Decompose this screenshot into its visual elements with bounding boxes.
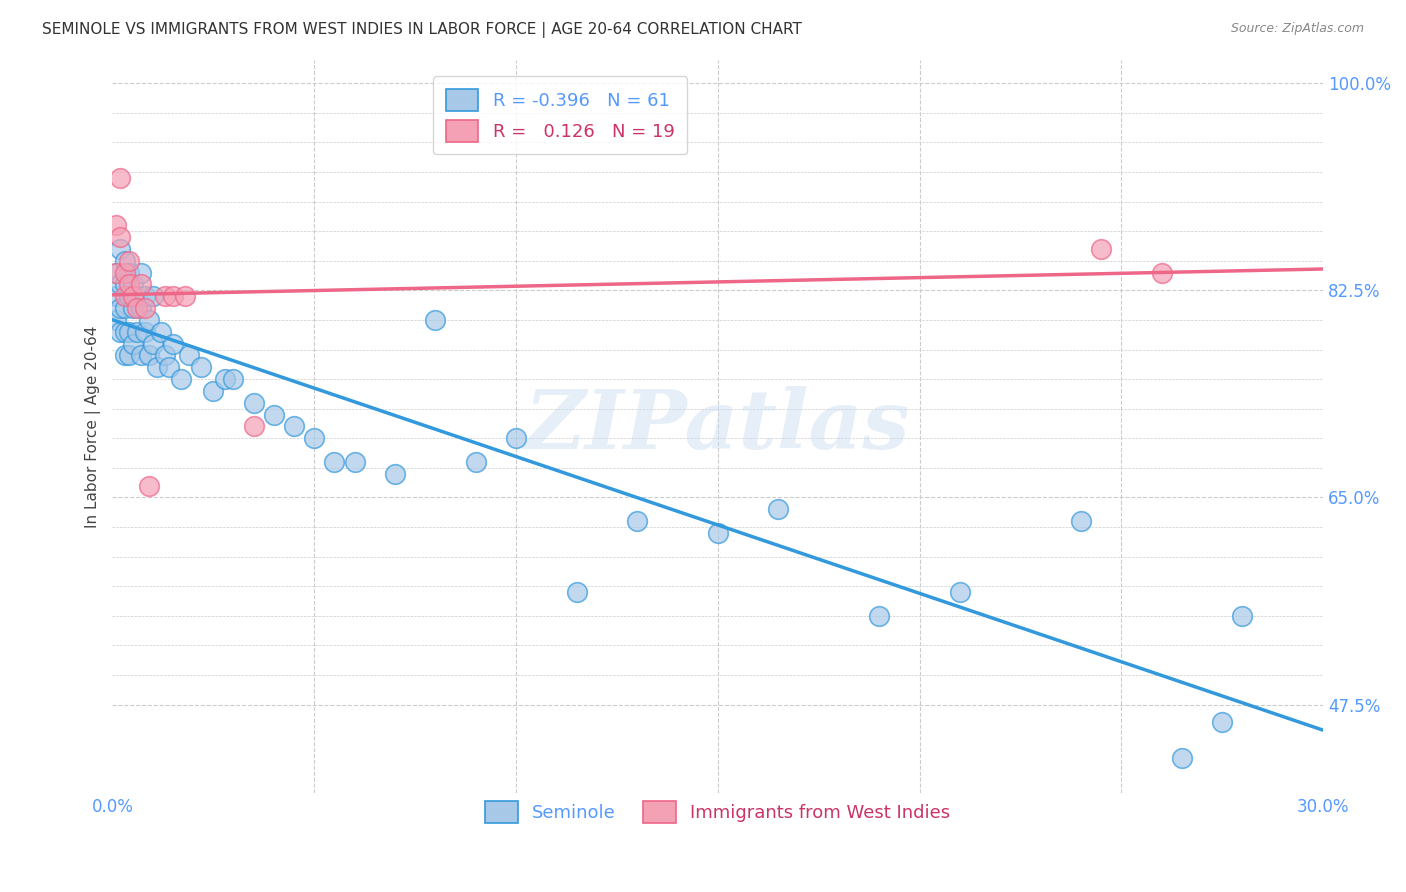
Point bbox=[114, 253, 136, 268]
Point bbox=[1171, 751, 1194, 765]
Point bbox=[142, 289, 165, 303]
Point bbox=[138, 349, 160, 363]
Point bbox=[707, 526, 730, 541]
Point bbox=[110, 170, 132, 185]
Point bbox=[768, 502, 790, 516]
Point bbox=[949, 585, 972, 599]
Point bbox=[323, 455, 346, 469]
Point bbox=[129, 301, 152, 315]
Point bbox=[263, 408, 285, 422]
Point bbox=[105, 289, 128, 303]
Point bbox=[117, 277, 139, 292]
Point bbox=[222, 372, 245, 386]
Y-axis label: In Labor Force | Age 20-64: In Labor Force | Age 20-64 bbox=[86, 326, 101, 528]
Point bbox=[117, 289, 139, 303]
Point bbox=[868, 608, 890, 623]
Point bbox=[153, 349, 176, 363]
Point bbox=[129, 277, 152, 292]
Point bbox=[565, 585, 588, 599]
Point bbox=[129, 349, 152, 363]
Point bbox=[125, 289, 148, 303]
Point bbox=[110, 277, 132, 292]
Point bbox=[121, 289, 143, 303]
Point bbox=[134, 289, 156, 303]
Point bbox=[110, 230, 132, 244]
Point bbox=[129, 266, 152, 280]
Point bbox=[117, 253, 139, 268]
Text: ZIPatlas: ZIPatlas bbox=[524, 386, 911, 467]
Point bbox=[105, 313, 128, 327]
Point bbox=[138, 313, 160, 327]
Point bbox=[162, 289, 184, 303]
Point bbox=[110, 325, 132, 339]
Point bbox=[242, 419, 264, 434]
Point bbox=[464, 455, 486, 469]
Point bbox=[114, 266, 136, 280]
Point bbox=[242, 396, 264, 410]
Point bbox=[146, 360, 169, 375]
Point bbox=[134, 301, 156, 315]
Point bbox=[174, 289, 197, 303]
Point bbox=[177, 349, 200, 363]
Point bbox=[138, 478, 160, 492]
Text: SEMINOLE VS IMMIGRANTS FROM WEST INDIES IN LABOR FORCE | AGE 20-64 CORRELATION C: SEMINOLE VS IMMIGRANTS FROM WEST INDIES … bbox=[42, 22, 801, 38]
Point bbox=[149, 325, 172, 339]
Point bbox=[110, 242, 132, 256]
Point bbox=[1090, 242, 1112, 256]
Point bbox=[384, 467, 406, 481]
Point bbox=[302, 431, 325, 445]
Point bbox=[125, 325, 148, 339]
Point bbox=[214, 372, 236, 386]
Point bbox=[162, 336, 184, 351]
Point bbox=[283, 419, 305, 434]
Point bbox=[105, 266, 128, 280]
Point bbox=[114, 325, 136, 339]
Point bbox=[1150, 266, 1173, 280]
Point bbox=[142, 336, 165, 351]
Point bbox=[1211, 715, 1233, 730]
Point bbox=[114, 277, 136, 292]
Point bbox=[117, 325, 139, 339]
Point bbox=[425, 313, 447, 327]
Point bbox=[110, 301, 132, 315]
Point bbox=[105, 219, 128, 233]
Point bbox=[202, 384, 225, 398]
Point bbox=[121, 277, 143, 292]
Point bbox=[343, 455, 366, 469]
Point bbox=[134, 325, 156, 339]
Point bbox=[114, 289, 136, 303]
Point bbox=[190, 360, 212, 375]
Point bbox=[1232, 608, 1254, 623]
Point bbox=[153, 289, 176, 303]
Point bbox=[117, 266, 139, 280]
Point bbox=[1070, 514, 1092, 528]
Legend: Seminole, Immigrants from West Indies: Seminole, Immigrants from West Indies bbox=[472, 789, 963, 836]
Text: Source: ZipAtlas.com: Source: ZipAtlas.com bbox=[1230, 22, 1364, 36]
Point bbox=[157, 360, 180, 375]
Point bbox=[505, 431, 527, 445]
Point bbox=[117, 349, 139, 363]
Point bbox=[121, 301, 143, 315]
Point bbox=[105, 266, 128, 280]
Point bbox=[121, 336, 143, 351]
Point bbox=[170, 372, 193, 386]
Point bbox=[125, 301, 148, 315]
Point bbox=[114, 301, 136, 315]
Point bbox=[626, 514, 648, 528]
Point bbox=[114, 349, 136, 363]
